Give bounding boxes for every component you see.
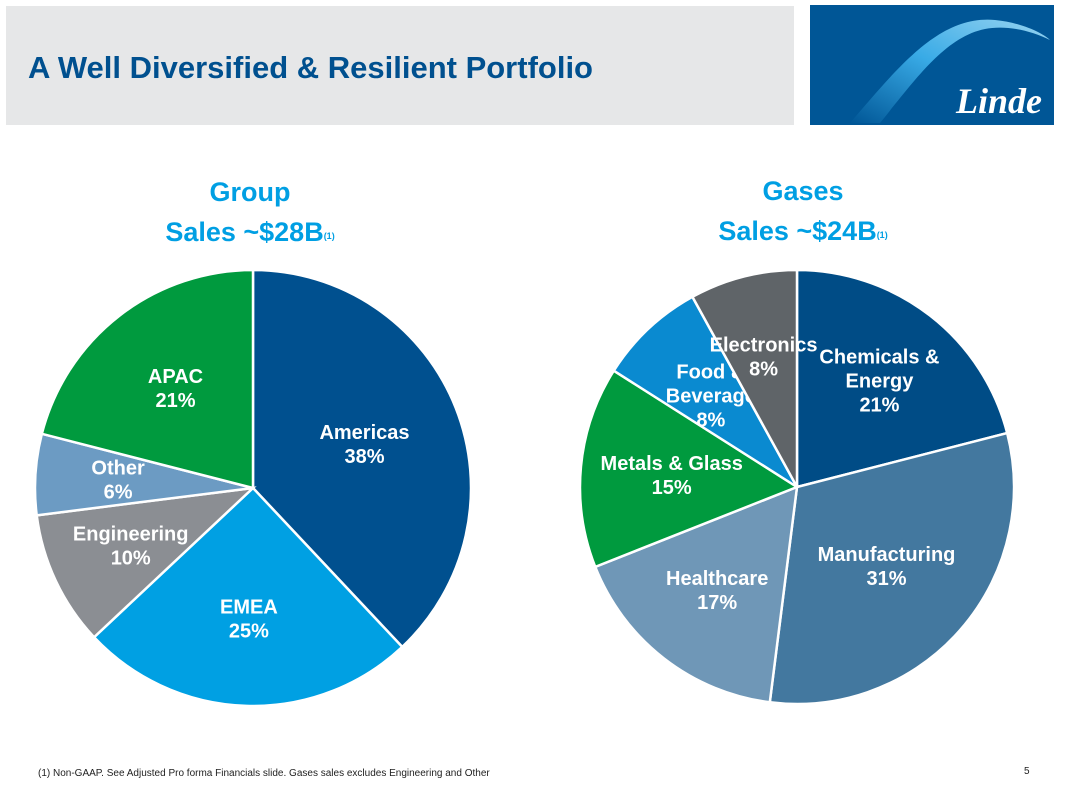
footnote: (1) Non-GAAP. See Adjusted Pro forma Fin…	[38, 768, 490, 779]
gases-footnote-ref: (1)	[876, 230, 888, 240]
slice-label-engineering: Engineering 10%	[73, 524, 189, 570]
gases-chart-title: Gases Sales ~$24B(1)	[653, 171, 953, 251]
slice-label-americas: Americas 38%	[319, 422, 409, 468]
slice-label-chemicals-energy: Chemicals & Energy 21%	[819, 347, 939, 417]
pie-slice-manufacturing	[768, 431, 1016, 706]
group-footnote-ref: (1)	[323, 231, 335, 241]
slice-label-emea: EMEA 25%	[220, 597, 278, 643]
title-bar: A Well Diversified & Resilient Portfolio	[6, 6, 794, 125]
group-title: Group	[209, 177, 291, 207]
pie-slice-americas	[251, 268, 473, 649]
slice-label-electronics: Electronics 8%	[710, 335, 818, 381]
page-number: 5	[1024, 766, 1030, 777]
linde-logo: Linde	[810, 5, 1054, 125]
slice-label-metals-glass: Metals & Glass 15%	[601, 453, 743, 499]
svg-text:Linde: Linde	[955, 81, 1042, 121]
pie-slice-chemicals-energy	[795, 268, 1009, 489]
pie-slice-apac	[40, 268, 255, 490]
pie-slice-metals-glass	[578, 369, 800, 569]
page-title: A Well Diversified & Resilient Portfolio	[28, 50, 593, 85]
group-pie: Americas 38% EMEA 25% Engineering 10% Other 6%A…	[33, 268, 473, 708]
group-chart-title: Group Sales ~$28B(1)	[100, 172, 400, 252]
pie-slice-healthcare	[593, 485, 799, 704]
gases-subtitle-text: Sales ~$24B	[718, 216, 877, 246]
gases-subtitle: Sales ~$24B(1)	[653, 211, 953, 251]
gases-pie: Chemicals & Energy 21% Manufacturing 31% Heal…	[578, 268, 1016, 706]
slice-label-manufacturing: Manufacturing 31%	[818, 544, 956, 590]
pie-slice-food-beverage	[612, 295, 799, 489]
slice-label-apac: APAC 21%	[148, 366, 203, 412]
slice-label-food-beverage: Food & Beverage 8%	[666, 361, 756, 431]
pie-slice-emea	[92, 486, 404, 708]
slice-label-healthcare: Healthcare 17%	[666, 568, 768, 614]
group-subtitle-text: Sales ~$28B	[165, 217, 324, 247]
group-subtitle: Sales ~$28B(1)	[100, 212, 400, 252]
slice-label-other: Other 6%	[91, 458, 145, 504]
pie-slice-electronics	[690, 268, 799, 488]
gases-title: Gases	[762, 176, 844, 206]
pie-slice-engineering	[35, 486, 257, 639]
